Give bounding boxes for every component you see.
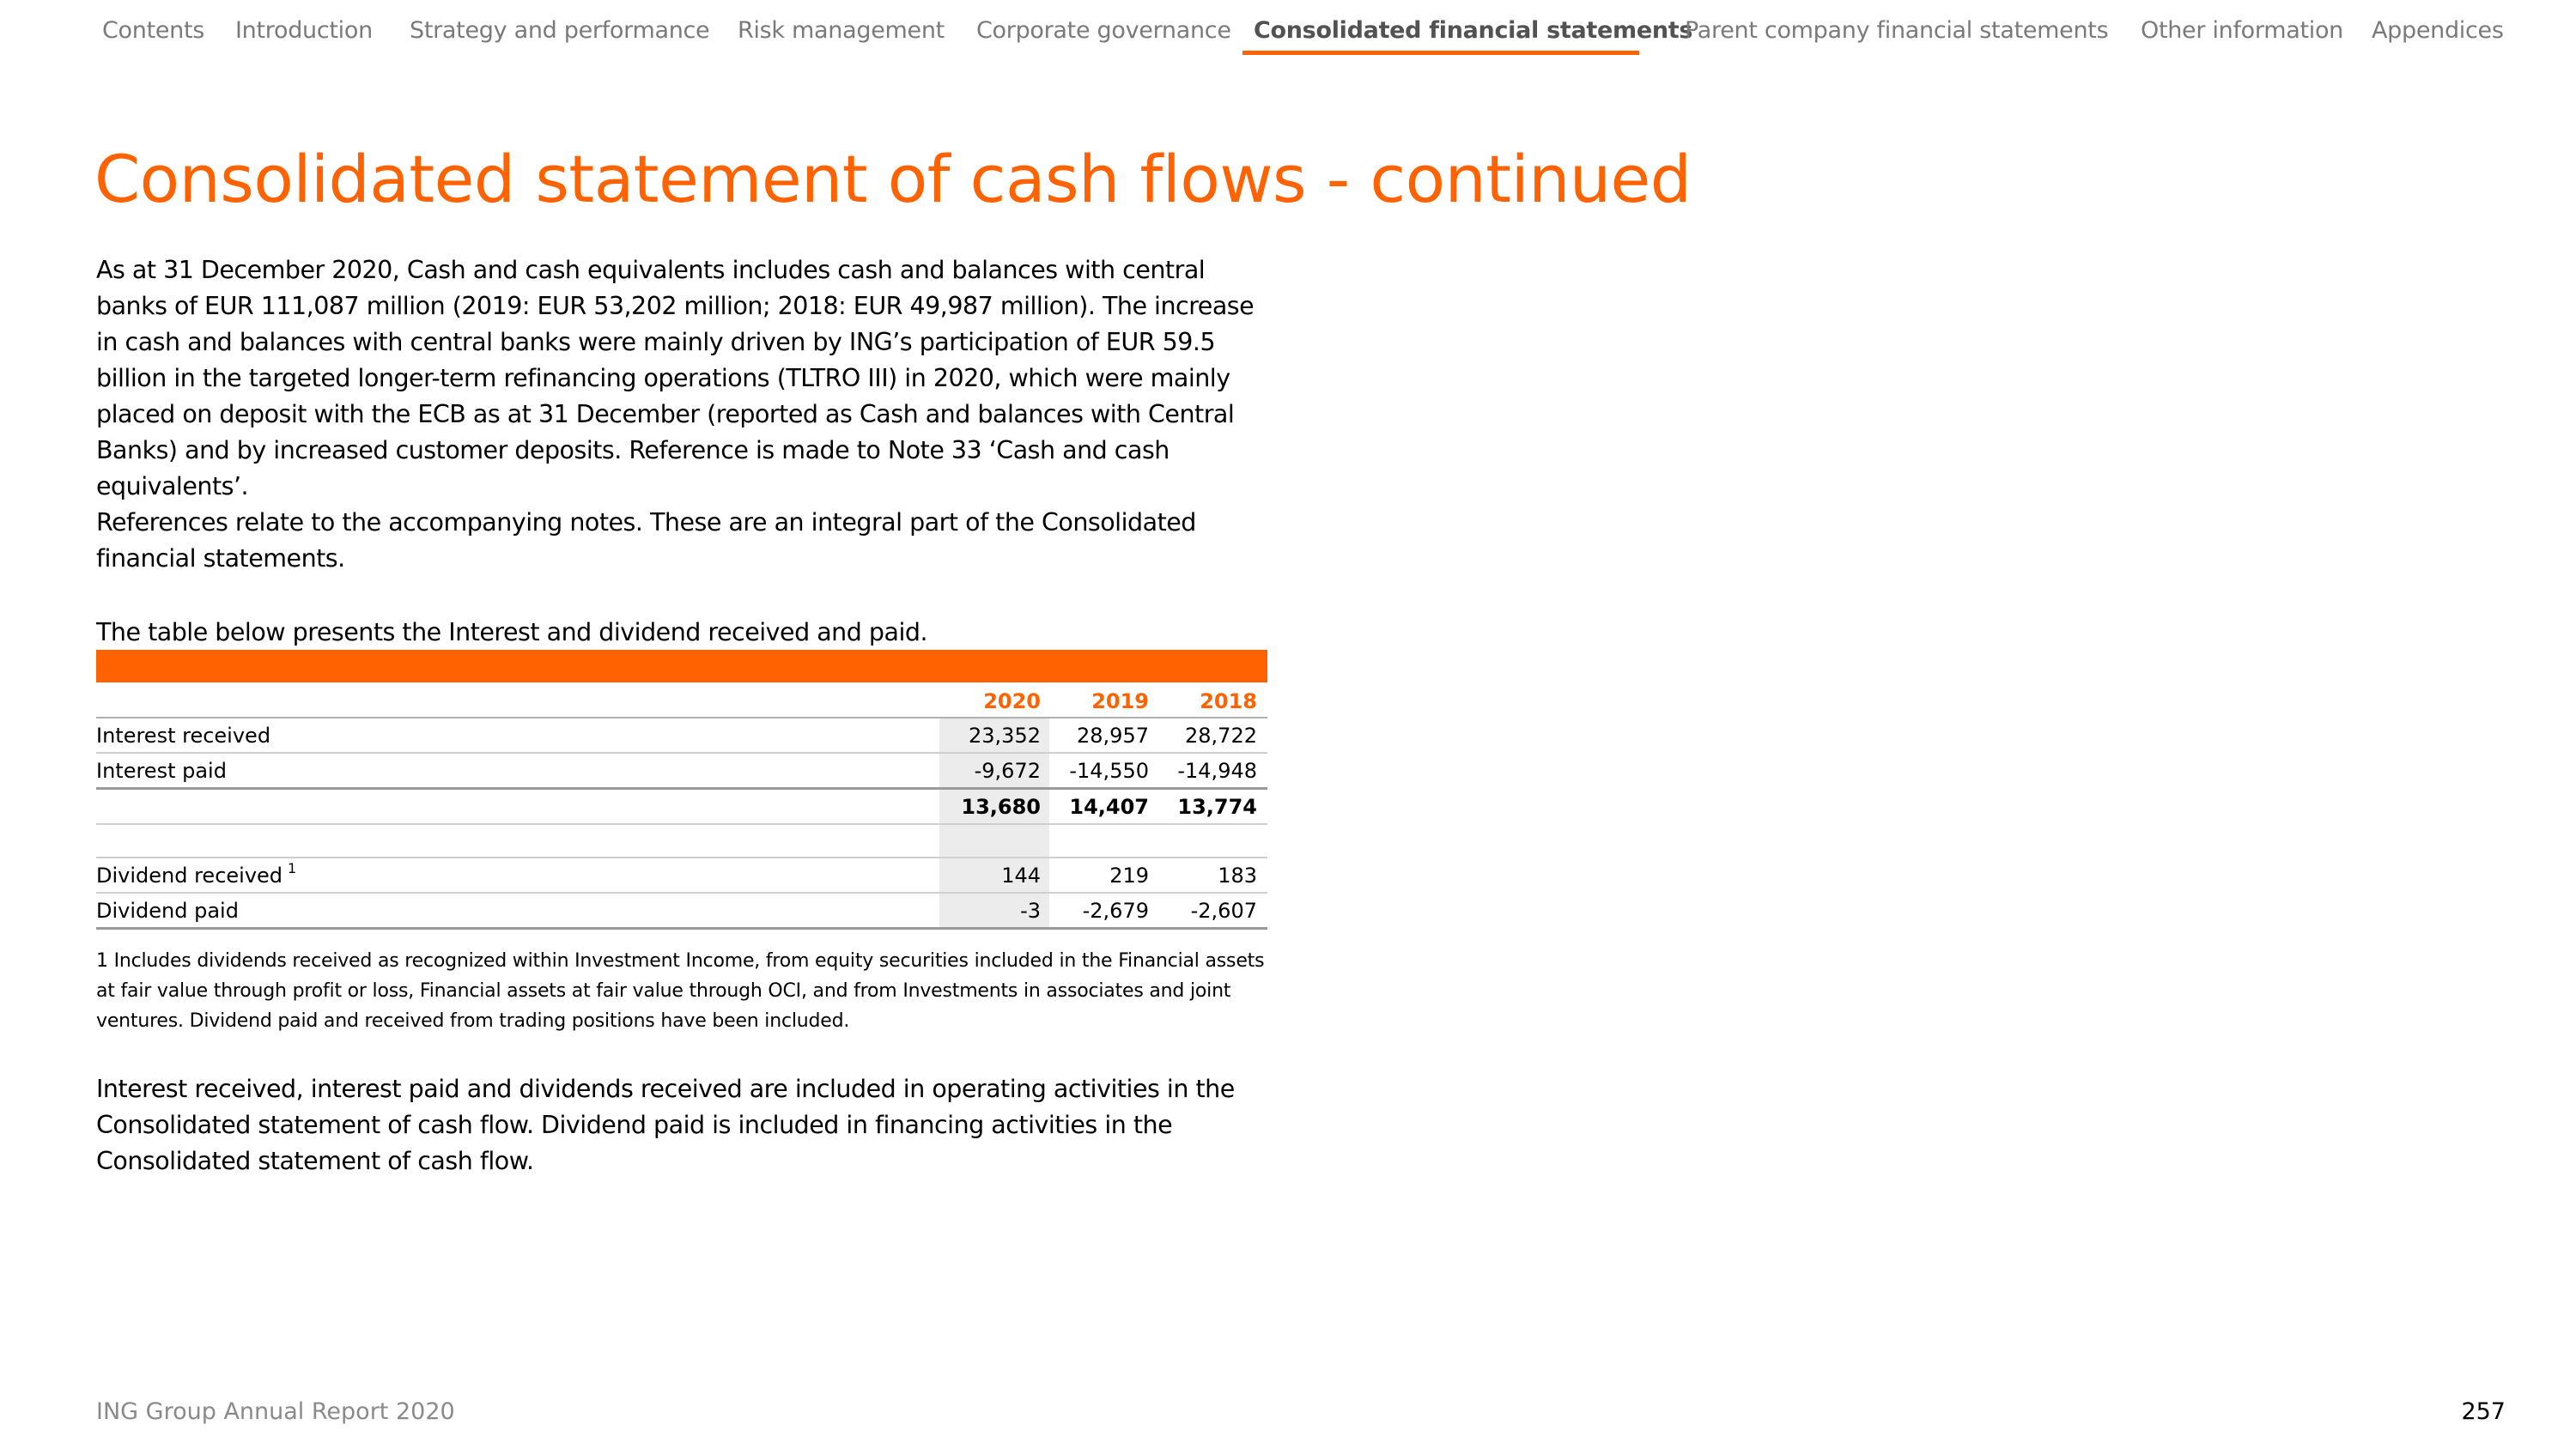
current-year-shade (939, 790, 1049, 823)
row-label: Interest received (96, 724, 271, 748)
cash-equivalents-paragraph: As at 31 December 2020, Cash and cash eq… (96, 256, 1255, 500)
row-label: Interest paid (96, 759, 227, 783)
cell-2018: 13,774 (1177, 795, 1257, 819)
cell-2020: -9,672 (974, 759, 1041, 783)
cell-2018: 183 (1218, 864, 1257, 888)
interest-dividend-table: 2020 2019 2018 Interest received 23,352 … (96, 650, 1267, 930)
cell-2020: 13,680 (961, 795, 1041, 819)
page-number: 257 (2461, 1398, 2506, 1425)
current-year-shade (939, 858, 1049, 892)
current-year-shade (939, 718, 1049, 752)
table-row-dividend-paid: Dividend paid -3 -2,679 -2,607 (96, 894, 1267, 930)
row-label: Dividend received 1 (96, 860, 296, 888)
table-row-interest-total: 13,680 14,407 13,774 (96, 790, 1267, 825)
cash-flow-classification-paragraph: Interest received, interest paid and div… (96, 1075, 1235, 1175)
cell-2019: -2,679 (1082, 899, 1149, 923)
page-title: Consolidated statement of cash flows - c… (94, 141, 1692, 217)
nav-item-other-information[interactable]: Other information (2141, 17, 2343, 44)
column-header-2019: 2019 (1091, 689, 1149, 713)
table-footnote: 1 Includes dividends received as recogni… (96, 950, 1265, 1032)
table-intro-paragraph: The table below presents the Interest an… (96, 618, 928, 646)
cell-2020: -3 (1020, 899, 1041, 923)
cell-2020: 144 (1001, 864, 1041, 888)
nav-item-risk-management[interactable]: Risk management (738, 17, 945, 44)
cell-2018: -14,948 (1177, 759, 1257, 783)
column-header-2018: 2018 (1200, 689, 1257, 713)
row-label-text: Dividend received (96, 864, 283, 888)
cell-2018: -2,607 (1190, 899, 1257, 923)
report-name: ING Group Annual Report 2020 (96, 1398, 455, 1425)
nav-item-parent-company-financial-statements[interactable]: Parent company financial statements (1685, 17, 2109, 44)
cell-2019: 28,957 (1077, 724, 1149, 748)
nav-item-contents[interactable]: Contents (102, 17, 205, 44)
table-spacer-row (96, 825, 1267, 858)
nav-item-appendices[interactable]: Appendices (2372, 17, 2504, 44)
references-paragraph: References relate to the accompanying no… (96, 508, 1196, 573)
current-year-shade (939, 825, 1049, 857)
current-year-shade (939, 754, 1049, 787)
cell-2018: 28,722 (1185, 724, 1257, 748)
table-row-dividend-received: Dividend received 1 144 219 183 (96, 858, 1267, 894)
column-header-2020: 2020 (983, 689, 1041, 713)
table-header-band (96, 650, 1267, 682)
table-row-interest-paid: Interest paid -9,672 -14,550 -14,948 (96, 754, 1267, 790)
active-tab-indicator (1242, 51, 1639, 55)
current-year-shade (939, 894, 1049, 927)
table-row-interest-received: Interest received 23,352 28,957 28,722 (96, 718, 1267, 754)
cell-2020: 23,352 (969, 724, 1041, 748)
top-navigation: Contents Introduction Strategy and perfo… (0, 0, 2576, 69)
table-header-row: 2020 2019 2018 (96, 682, 1267, 718)
cell-2019: -14,550 (1069, 759, 1149, 783)
cell-2019: 219 (1109, 864, 1149, 888)
nav-item-consolidated-financial-statements[interactable]: Consolidated financial statements (1254, 17, 1693, 44)
nav-item-corporate-governance[interactable]: Corporate governance (976, 17, 1231, 44)
footnote-reference: 1 (288, 860, 297, 876)
nav-item-introduction[interactable]: Introduction (235, 17, 373, 44)
row-label: Dividend paid (96, 899, 239, 923)
cell-2019: 14,407 (1069, 795, 1149, 819)
nav-item-strategy-and-performance[interactable]: Strategy and performance (410, 17, 710, 44)
